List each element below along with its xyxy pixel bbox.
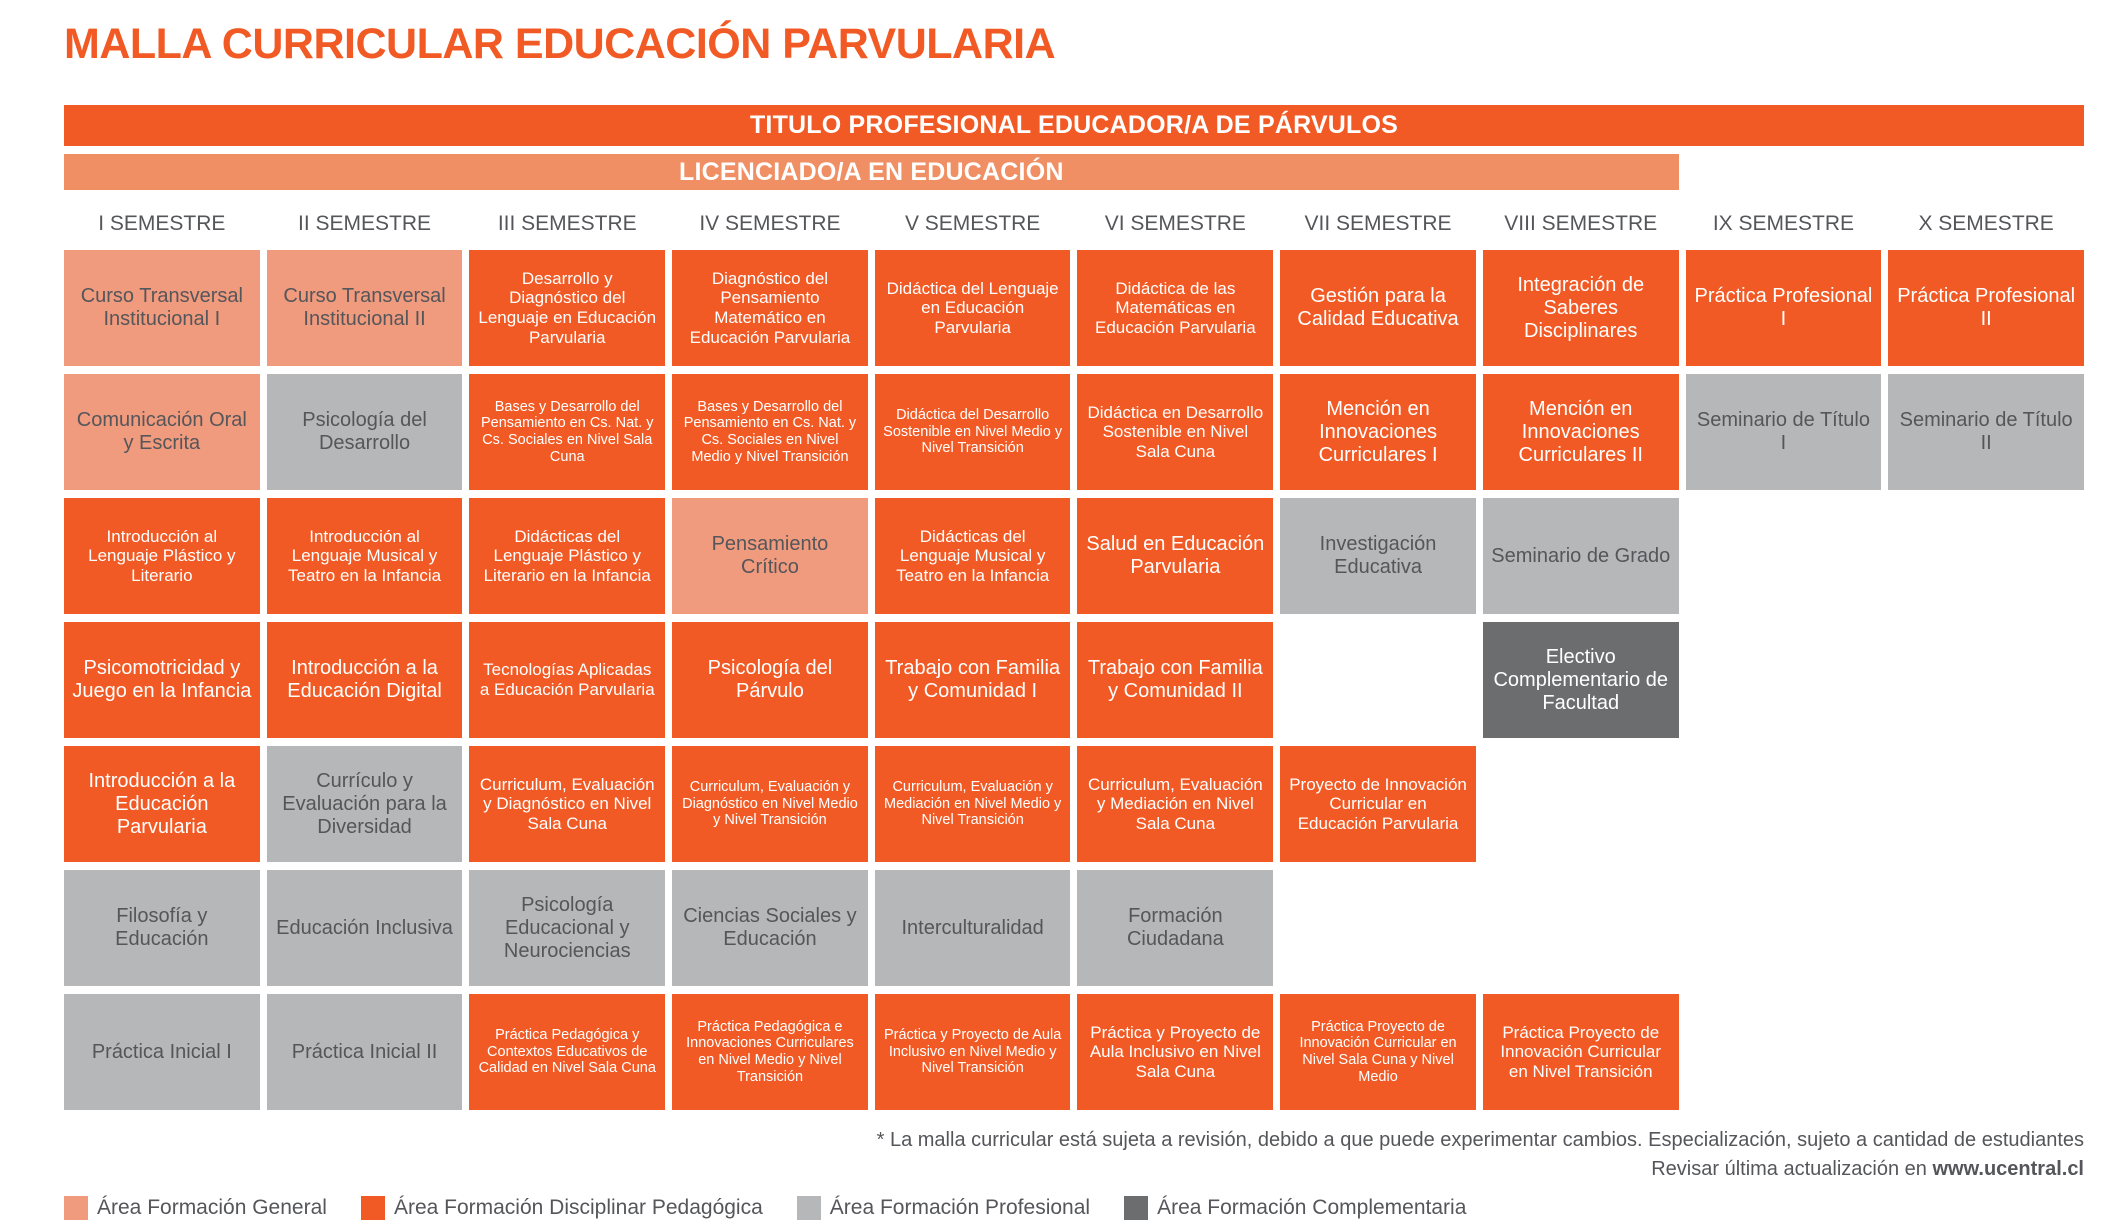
course-cell: Gestión para la Calidad Educativa bbox=[1280, 250, 1476, 366]
course-cell: Didácticas del Lenguaje Musical y Teatro… bbox=[874, 498, 1071, 614]
legend-item-complementaria: Área Formación Complementaria bbox=[1124, 1196, 1466, 1220]
course-cell: Introducción al Lenguaje Plástico y Lite… bbox=[64, 498, 260, 614]
course-cell: Bases y Desarrollo del Pensamiento en Cs… bbox=[469, 374, 666, 490]
course-cell: Educación Inclusiva bbox=[266, 870, 463, 986]
course-cell: Introducción a la Educación Parvularia bbox=[64, 746, 260, 862]
course-cell: Psicomotricidad y Juego en la Infancia bbox=[64, 622, 260, 738]
course-cell: Diagnóstico del Pensamiento Matemático e… bbox=[672, 250, 868, 366]
legend: Área Formación General Área Formación Dis… bbox=[64, 1196, 2084, 1220]
course-cell: Desarrollo y Diagnóstico del Lenguaje en… bbox=[469, 250, 666, 366]
legend-label: Área Formación Complementaria bbox=[1157, 1196, 1467, 1219]
course-cell: Trabajo con Familia y Comunidad I bbox=[874, 622, 1071, 738]
course-cell: Seminario de Título II bbox=[1888, 374, 2084, 490]
course-cell: Práctica Proyecto de Innovación Curricul… bbox=[1482, 994, 1679, 1110]
complementaria-color-swatch bbox=[1124, 1196, 1149, 1220]
course-cell: Ciencias Sociales y Educación bbox=[672, 870, 868, 986]
course-cell: Práctica Profesional II bbox=[1888, 250, 2084, 366]
course-cell: Seminario de Grado bbox=[1482, 498, 1679, 614]
semester-header: III SEMESTRE bbox=[497, 212, 637, 235]
footnote: * La malla curricular está sujeta a revi… bbox=[64, 1126, 2084, 1184]
footnote-line1: * La malla curricular está sujeta a revi… bbox=[876, 1129, 2084, 1151]
semester-header: V SEMESTRE bbox=[904, 212, 1041, 235]
legend-label: Área Formación Profesional bbox=[829, 1196, 1091, 1219]
course-cell: Salud en Educación Parvularia bbox=[1077, 498, 1274, 614]
semester-header: IX SEMESTRE bbox=[1712, 212, 1855, 235]
semester-header: VIII SEMESTRE bbox=[1504, 212, 1658, 235]
legend-label: Área Formación Disciplinar Pedagógica bbox=[393, 1196, 763, 1219]
course-cell: Introducción al Lenguaje Musical y Teatr… bbox=[266, 498, 463, 614]
course-cell: Práctica Proyecto de Innovación Curricul… bbox=[1280, 994, 1476, 1110]
course-cell: Didáctica de las Matemáticas en Educació… bbox=[1077, 250, 1274, 366]
course-cell: Curso Transversal Institucional I bbox=[64, 250, 260, 366]
course-cell: Didáctica del Lenguaje en Educación Parv… bbox=[874, 250, 1071, 366]
course-cell: Didáctica del Desarrollo Sostenible en N… bbox=[874, 374, 1071, 490]
page-title: MALLA CURRICULAR EDUCACIÓN PARVULARIA bbox=[64, 20, 1056, 68]
course-cell: Investigación Educativa bbox=[1280, 498, 1476, 614]
profesional-color-swatch bbox=[796, 1196, 821, 1220]
course-cell: Tecnologías Aplicadas a Educación Parvul… bbox=[469, 622, 666, 738]
course-cell: Práctica Pedagógica e Innovaciones Curri… bbox=[672, 994, 868, 1110]
footnote-line2-text: Revisar última actualización en bbox=[1651, 1158, 1933, 1180]
course-cell: Trabajo con Familia y Comunidad II bbox=[1077, 622, 1274, 738]
semester-header: IV SEMESTRE bbox=[699, 212, 841, 235]
semester-header: I SEMESTRE bbox=[98, 212, 226, 235]
legend-item-profesional: Área Formación Profesional bbox=[796, 1196, 1091, 1220]
course-cell: Mención en Innovaciones Curriculares I bbox=[1280, 374, 1476, 490]
course-cell: Mención en Innovaciones Curriculares II bbox=[1482, 374, 1679, 490]
course-cell: Currículo y Evaluación para la Diversida… bbox=[266, 746, 463, 862]
course-cell: Interculturalidad bbox=[874, 870, 1071, 986]
semester-header: X SEMESTRE bbox=[1918, 212, 2054, 235]
legend-label: Área Formación General bbox=[97, 1196, 327, 1219]
course-cell: Didáctica en Desarrollo Sostenible en Ni… bbox=[1077, 374, 1274, 490]
course-cell: Práctica Inicial II bbox=[266, 994, 463, 1110]
course-cell: Psicología Educacional y Neurociencias bbox=[469, 870, 666, 986]
course-cell: Bases y Desarrollo del Pensamiento en Cs… bbox=[672, 374, 868, 490]
course-cell: Introducción a la Educación Digital bbox=[266, 622, 463, 738]
course-cell: Psicología del Desarrollo bbox=[266, 374, 463, 490]
course-cell: Práctica Pedagógica y Contextos Educativ… bbox=[469, 994, 666, 1110]
licenciado-banner: LICENCIADO/A EN EDUCACIÓN bbox=[64, 154, 1679, 190]
course-cell: Pensamiento Crítico bbox=[672, 498, 868, 614]
course-cell: Curriculum, Evaluación y Mediación en Ni… bbox=[874, 746, 1071, 862]
curriculum-grid: TITULO PROFESIONAL EDUCADOR/A DE PÁRVULO… bbox=[64, 105, 2084, 1110]
legend-item-general: Área Formación General bbox=[64, 1196, 327, 1220]
course-cell: Práctica Profesional I bbox=[1685, 250, 1882, 366]
course-cell: Comunicación Oral y Escrita bbox=[64, 374, 260, 490]
course-cell: Curso Transversal Institucional II bbox=[266, 250, 463, 366]
titulo-profesional-banner: TITULO PROFESIONAL EDUCADOR/A DE PÁRVULO… bbox=[64, 105, 2084, 146]
course-cell: Práctica y Proyecto de Aula Inclusivo en… bbox=[874, 994, 1071, 1110]
course-cell: Psicología del Párvulo bbox=[672, 622, 868, 738]
course-cell: Curriculum, Evaluación y Diagnóstico en … bbox=[469, 746, 666, 862]
course-cell: Electivo Complementario de Facultad bbox=[1482, 622, 1679, 738]
course-cell: Formación Ciudadana bbox=[1077, 870, 1274, 986]
course-cell: Proyecto de Innovación Curricular en Edu… bbox=[1280, 746, 1476, 862]
general-color-swatch bbox=[64, 1196, 88, 1220]
semester-header: II SEMESTRE bbox=[298, 212, 432, 235]
course-cell: Seminario de Título I bbox=[1685, 374, 1882, 490]
course-cell: Didácticas del Lenguaje Plástico y Liter… bbox=[469, 498, 666, 614]
legend-item-disciplinar: Área Formación Disciplinar Pedagógica bbox=[360, 1196, 763, 1220]
course-cell: Práctica y Proyecto de Aula Inclusivo en… bbox=[1077, 994, 1274, 1110]
footnote-url: www.ucentral.cl bbox=[1932, 1158, 2084, 1180]
footnote-line2: Revisar última actualización en www.ucen… bbox=[64, 1155, 2084, 1184]
course-cell: Curriculum, Evaluación y Diagnóstico en … bbox=[672, 746, 868, 862]
course-cell: Filosofía y Educación bbox=[64, 870, 260, 986]
semester-header: VI SEMESTRE bbox=[1104, 212, 1246, 235]
course-cell: Práctica Inicial I bbox=[64, 994, 260, 1110]
course-cell: Curriculum, Evaluación y Mediación en Ni… bbox=[1077, 746, 1274, 862]
course-cell: Integración de Saberes Disciplinares bbox=[1482, 250, 1679, 366]
semester-header: VII SEMESTRE bbox=[1304, 212, 1452, 235]
disciplinar-color-swatch bbox=[360, 1196, 385, 1220]
